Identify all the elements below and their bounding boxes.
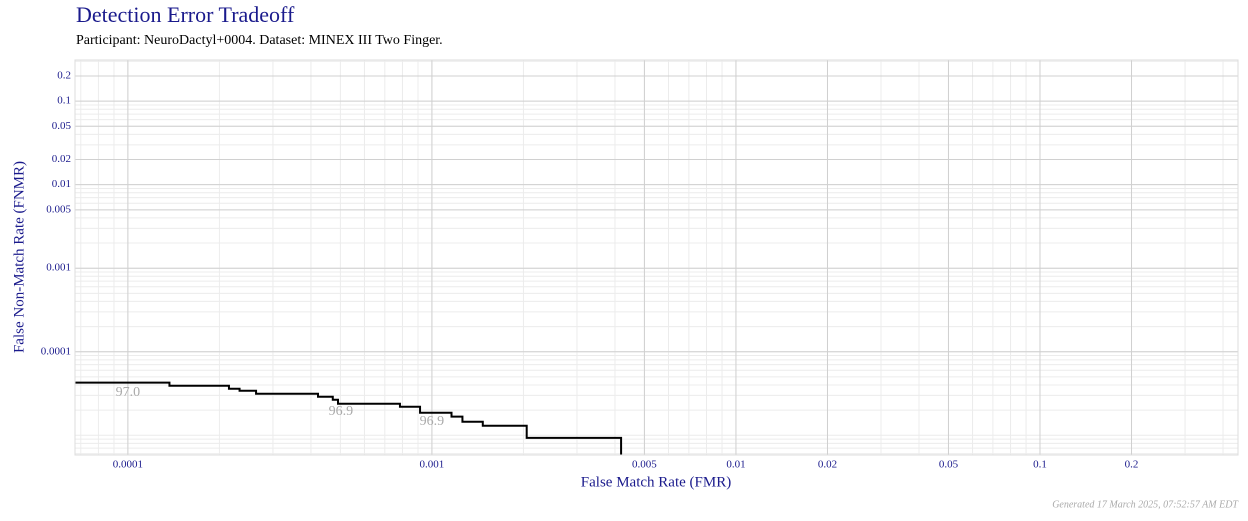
threshold-label: 97.0 — [116, 385, 141, 400]
y-tick-label: 0.2 — [57, 70, 71, 82]
y-tick-label: 0.1 — [57, 95, 71, 107]
y-tick-label: 0.0001 — [41, 345, 71, 357]
chart-title: Detection Error Tradeoff — [76, 2, 295, 27]
y-tick-label: 0.01 — [52, 178, 71, 190]
y-tick-label: 0.005 — [46, 203, 71, 215]
x-tick-label: 0.005 — [632, 459, 657, 471]
plot-frame — [74, 59, 1239, 456]
x-tick-label: 0.1 — [1033, 459, 1047, 471]
threshold-label: 96.9 — [329, 404, 354, 419]
x-tick-label: 0.001 — [420, 459, 445, 471]
threshold-label: 96.9 — [420, 414, 445, 429]
x-tick-label: 0.2 — [1125, 459, 1139, 471]
x-tick-label: 0.0001 — [113, 459, 143, 471]
chart-subtitle: Participant: NeuroDactyl+0004. Dataset: … — [76, 33, 443, 48]
x-tick-label: 0.05 — [939, 459, 959, 471]
y-axis-label: False Non-Match Rate (FNMR) — [11, 161, 27, 353]
y-tick-label: 0.001 — [46, 262, 71, 274]
x-tick-label: 0.02 — [818, 459, 837, 471]
det-curve — [75, 381, 623, 455]
x-axis-label: False Match Rate (FMR) — [581, 474, 731, 490]
x-tick-label: 0.01 — [726, 459, 745, 471]
y-tick-label: 0.05 — [52, 120, 72, 132]
footer: Generated 17 March 2025, 07:52:57 AM EDT — [1052, 499, 1239, 510]
y-tick-label: 0.02 — [52, 153, 71, 165]
